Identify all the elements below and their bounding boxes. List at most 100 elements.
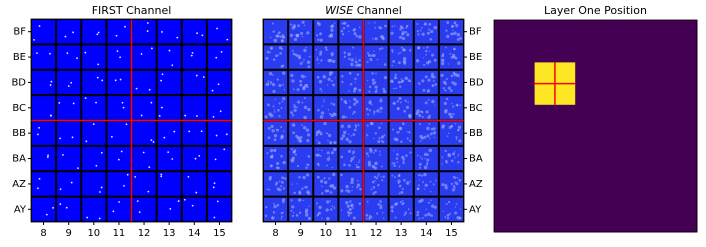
tile [82,45,106,69]
heatmap-cell [615,62,637,85]
source-dot [36,187,39,190]
panel-title: WISE Channel [325,4,402,17]
source-dot [316,202,319,205]
source-dot [445,77,449,81]
source-dot [402,160,405,163]
source-dot [49,84,52,86]
source-dot [441,125,445,129]
source-dot [356,73,360,76]
source-dot [283,130,285,133]
source-dot [374,26,377,29]
source-dot [280,135,283,138]
heatmap-cell [676,62,698,85]
source-dot [278,83,282,88]
heatmap-cell [595,147,617,169]
title-emphasis: WISE [325,4,353,17]
source-dot [378,137,381,140]
source-dot [125,123,128,126]
source-dot [348,72,352,75]
source-dot [448,132,450,135]
tile [107,172,131,196]
heatmap-cell [494,189,515,212]
source-dot [426,158,430,162]
source-dot [283,177,287,180]
source-dot [352,216,356,220]
tile [32,172,56,196]
heatmap-cell [534,62,556,85]
source-dot [372,53,376,58]
source-dot [328,71,332,74]
y-tick-label: BC [469,103,483,114]
heatmap-cell [554,189,576,212]
source-dot [329,184,333,188]
tile [82,96,106,120]
source-dot [276,78,279,81]
source-dot [304,75,307,78]
source-dot [333,207,336,210]
source-dot [320,59,323,62]
source-dot [423,152,428,157]
tile [57,20,81,44]
source-dot [282,36,285,39]
source-dot [391,25,394,28]
source-dot [349,159,353,163]
source-dot [326,189,330,193]
source-dot [446,216,450,220]
heatmap-cell [534,210,556,233]
tile [157,70,181,95]
source-dot [400,101,402,104]
source-dot [353,32,357,36]
source-dot [455,136,458,139]
source-dot [340,75,344,78]
source-dot [444,186,448,190]
source-dot [140,114,143,117]
source-dot [319,38,323,42]
source-dot [320,111,325,115]
source-dot [359,187,362,191]
source-dot [298,198,302,202]
source-dot [423,188,426,190]
tile [57,197,81,221]
source-dot [317,22,321,27]
source-dot [430,29,434,34]
source-dot [448,125,452,129]
source-dot [398,131,400,133]
source-dot [454,181,457,184]
source-dot [274,150,277,152]
source-dot [395,153,399,156]
source-dot [161,73,164,76]
source-dot [429,137,431,140]
source-dot [403,213,406,216]
source-dot [323,122,327,126]
source-dot [376,212,379,215]
source-dot [445,202,448,205]
heatmap-cell [656,41,678,63]
heatmap-cell [676,104,698,127]
source-dot [296,88,300,92]
tile [364,96,388,120]
source-dot [409,212,412,215]
source-dot [429,132,433,136]
source-dot [326,151,330,155]
source-dot [304,210,308,214]
x-tick-label: 14 [420,228,433,239]
source-dot [291,214,295,217]
source-dot [299,79,303,83]
source-dot [375,176,378,180]
source-dot [407,208,410,211]
heatmap-cell [575,20,596,42]
source-dot [45,213,48,216]
source-dot [323,100,325,103]
source-dot [341,80,344,83]
source-dot [397,179,401,183]
y-tick-label: BA [12,154,26,165]
source-dot [328,112,332,116]
source-dot [278,180,281,183]
source-dot [371,78,375,82]
source-dot [307,65,311,69]
source-dot [71,136,74,139]
source-dot [316,56,319,59]
source-dot [324,46,328,49]
source-dot [426,161,429,164]
source-dot [50,80,53,83]
